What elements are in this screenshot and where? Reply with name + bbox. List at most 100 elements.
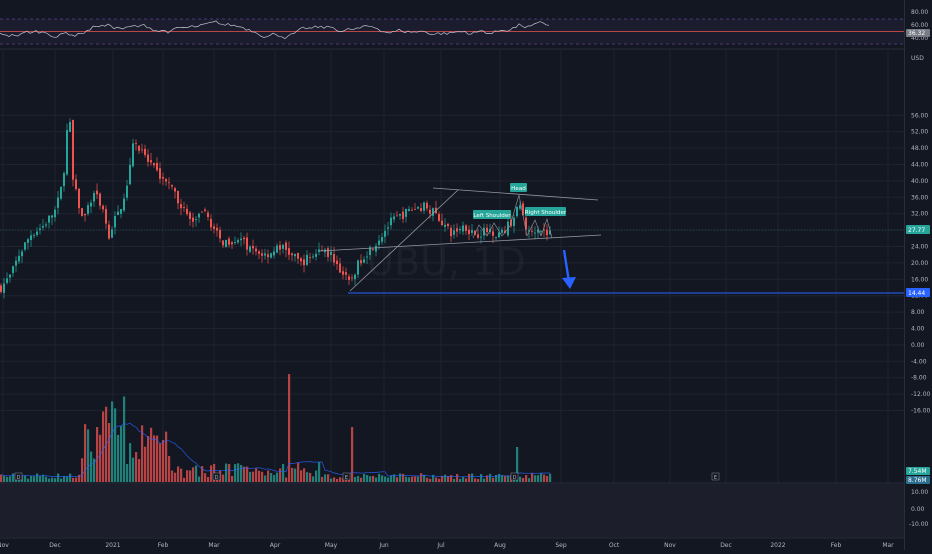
candle-body [231, 242, 233, 245]
volume-bar [426, 477, 429, 482]
volume-badge [906, 467, 930, 475]
price-tick-label: 44.00 [911, 162, 928, 169]
candle-body [516, 206, 518, 216]
rsi-value-badge [906, 29, 930, 37]
volume-bar [525, 475, 528, 482]
volume-bar [252, 471, 255, 482]
volume-bar [132, 457, 135, 482]
volume-bar [441, 475, 444, 482]
candle-body [405, 208, 407, 217]
time-tick-label: Nov [664, 542, 676, 549]
volume-bar [333, 477, 336, 482]
svg-text:D: D [513, 475, 517, 481]
volume-bar [60, 478, 63, 482]
lower-panel[interactable]: 10.00 0.00 -10.00 [0, 484, 929, 537]
volume-bar [489, 473, 492, 482]
volume-bar [78, 474, 81, 482]
volume-bar [459, 478, 462, 482]
annotation-right-shoulder[interactable]: Right Shoulder [525, 207, 567, 216]
volume-bar [492, 477, 495, 482]
rsi-line [0, 20, 550, 40]
volume-bar [486, 475, 489, 482]
candle-body [174, 188, 176, 192]
volume-bar [93, 458, 96, 482]
candle-body [0, 285, 2, 293]
volume-bar [183, 477, 186, 482]
volume-bar [456, 474, 459, 482]
event-marker[interactable]: E [711, 472, 720, 481]
candle-body [246, 237, 248, 250]
volume-bar [516, 447, 519, 482]
volume-bar [84, 424, 87, 482]
candle-body [546, 229, 548, 236]
rsi-panel[interactable]: 80.00 60.00 40.00 36.32 [0, 9, 930, 50]
volume-bar [381, 475, 384, 482]
volume-bar [126, 464, 129, 482]
candle-body [417, 207, 419, 209]
volume-bar [51, 477, 54, 482]
candle-body [39, 228, 41, 230]
candle-body [60, 186, 62, 199]
volume-bar [546, 475, 549, 482]
candle-body [243, 237, 245, 240]
candle-body [534, 232, 536, 234]
candle-body [501, 229, 503, 233]
time-tick-label: Feb [158, 542, 169, 549]
candle-body [468, 229, 470, 235]
volume-bar [276, 472, 279, 482]
candle-body [345, 272, 347, 275]
price-tick-label: -12.00 [911, 391, 931, 398]
annotation-head[interactable]: Head [510, 183, 527, 192]
candle-body [120, 209, 122, 214]
volume-bar [270, 472, 273, 482]
event-marker[interactable]: D [510, 472, 519, 481]
candle-body [216, 227, 218, 231]
volume-bar [249, 471, 252, 482]
time-axis[interactable]: Nov Dec 2021 Feb Mar Apr May Jun Jul Aug Sep Oct Nov… [0, 537, 904, 549]
price-tick-label: 56.00 [911, 112, 928, 119]
candle-body [381, 237, 383, 242]
upper-trendline[interactable] [432, 187, 599, 201]
candle-body [294, 253, 296, 257]
volume-bar [165, 431, 168, 482]
candle-body [168, 182, 170, 184]
volume-bar [6, 476, 9, 482]
candle-body [393, 216, 395, 220]
volume-bar [117, 434, 120, 482]
candle-body [51, 215, 53, 218]
channel-trendline[interactable] [349, 189, 459, 292]
volume-bar [96, 427, 99, 482]
volume-bar [354, 476, 357, 482]
candle-body [462, 225, 464, 232]
volume-bar [363, 474, 366, 482]
time-tick-label: Apr [270, 542, 281, 549]
volume-bar [402, 473, 405, 482]
volume-bar [42, 474, 45, 482]
annotation-right-shoulder-text: Right Shoulder [525, 210, 567, 216]
neckline-trendline[interactable] [319, 234, 602, 252]
candle-body [378, 240, 380, 245]
event-marker[interactable]: E [342, 472, 351, 481]
volume-bar [9, 476, 12, 482]
volume-bar [273, 475, 276, 482]
volume-bar [114, 408, 117, 482]
candle-body [171, 185, 173, 187]
volume-bar [303, 468, 306, 482]
candle-body [57, 197, 59, 208]
candle-body [192, 217, 194, 222]
event-marker[interactable]: D [212, 472, 221, 481]
candle-body [306, 254, 308, 265]
price-tick-label: 40.00 [911, 178, 928, 185]
volume-bar [237, 463, 240, 482]
event-marker[interactable]: D [14, 472, 23, 481]
volume-bar [186, 470, 189, 482]
price-tick-label: -16.00 [911, 408, 931, 415]
candle-body [477, 234, 479, 238]
volume-bar [168, 455, 171, 482]
annotation-left-shoulder[interactable]: Left Shoulder [473, 210, 511, 219]
volume-bar [450, 475, 453, 482]
price-panel[interactable]: UBU, 1D USD 56.00 52.00 48.00 44.00 40.00 36.… [0, 50, 931, 537]
